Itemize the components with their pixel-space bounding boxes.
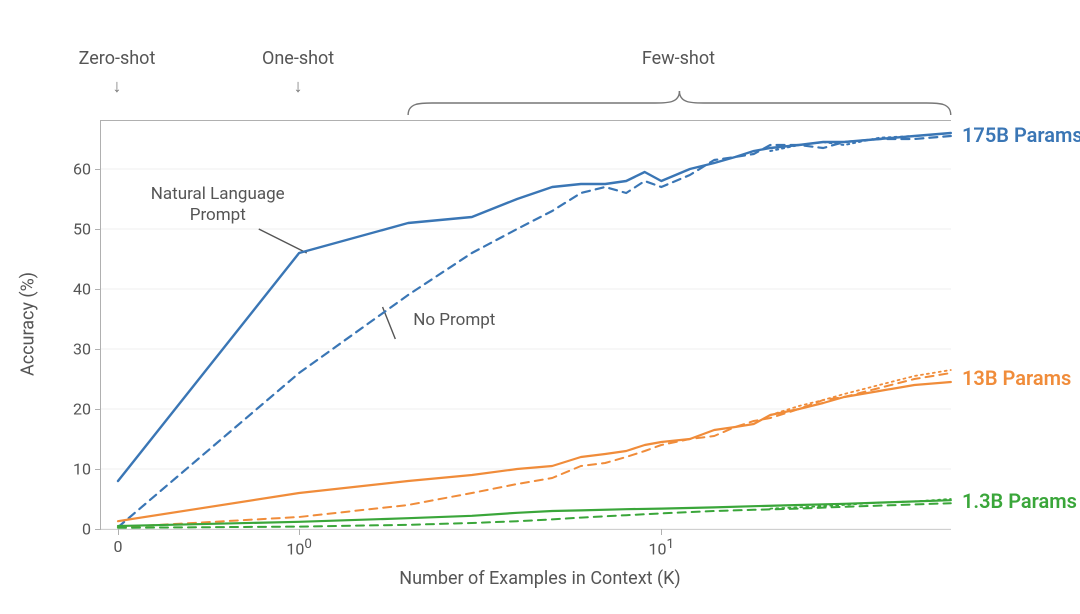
y-tick-mark xyxy=(95,229,101,230)
series-label: 175B Params xyxy=(962,123,1080,147)
y-tick-mark xyxy=(95,409,101,410)
y-tick-mark xyxy=(95,169,101,170)
x-tick-mark xyxy=(299,529,300,535)
annotation-connector xyxy=(259,229,307,253)
down-arrow-icon: ↓ xyxy=(113,76,122,97)
top-shot-label: Few-shot xyxy=(642,48,715,69)
down-arrow-icon: ↓ xyxy=(294,76,303,97)
series-13B-prompt xyxy=(118,382,951,521)
series-175B-dotted xyxy=(770,133,951,151)
top-shot-label: One-shot xyxy=(262,48,334,69)
x-tick-mark xyxy=(118,529,119,535)
inline-annotation: Natural LanguagePrompt xyxy=(138,184,298,227)
series-label: 13B Params xyxy=(962,366,1071,390)
few-shot-brace xyxy=(679,91,950,115)
series-label: 1.3B Params xyxy=(962,489,1077,513)
inline-annotation: No Prompt xyxy=(374,310,534,331)
y-axis-title: Accuracy (%) xyxy=(18,272,39,376)
y-tick-mark xyxy=(95,349,101,350)
y-tick-mark xyxy=(95,529,101,530)
y-tick-mark xyxy=(95,289,101,290)
x-axis-title: Number of Examples in Context (K) xyxy=(0,568,1080,589)
few-shot-brace xyxy=(408,91,679,115)
top-shot-label: Zero-shot xyxy=(79,48,156,69)
y-tick-mark xyxy=(95,469,101,470)
x-tick-mark xyxy=(661,529,662,535)
series-1.3B-prompt xyxy=(118,500,951,526)
